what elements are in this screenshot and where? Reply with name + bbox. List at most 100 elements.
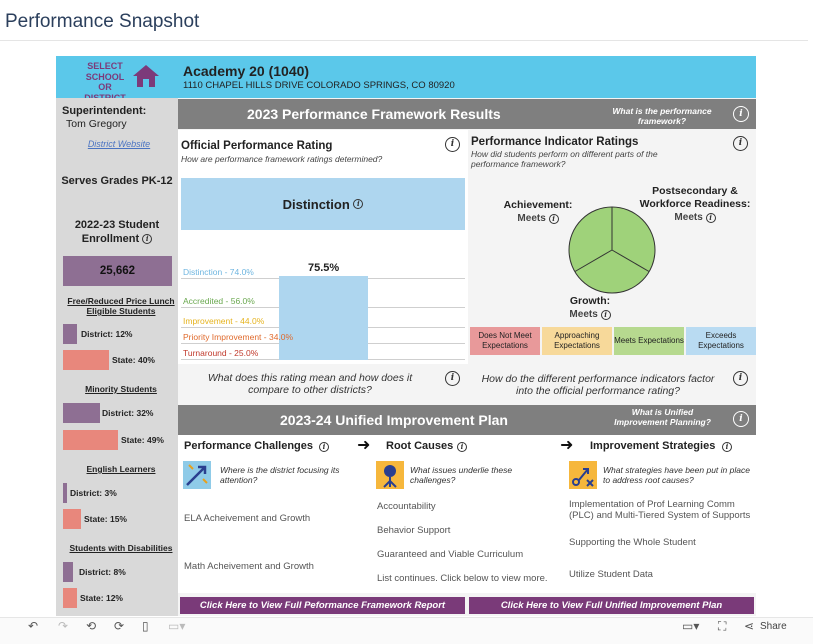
legend-approaching: Approaching Expectations — [542, 327, 612, 355]
rating-question-strip — [178, 364, 468, 402]
root-cause-item: Guaranteed and Viable Curriculum — [377, 549, 524, 560]
minority-state-bar — [63, 430, 118, 450]
superintendent-name: Tom Gregory — [66, 118, 127, 130]
threshold-improvement: Improvement - 44.0% — [183, 316, 265, 326]
info-icon[interactable]: i — [722, 442, 732, 452]
minority-state-label: State: 49% — [121, 435, 164, 445]
superintendent-label: Superintendent: — [62, 105, 147, 117]
root-causes-title: Root Causes — [386, 440, 454, 452]
pie-divider — [574, 249, 613, 272]
enrollment-value: 25,662 — [63, 256, 172, 286]
info-icon[interactable]: i — [548, 214, 559, 224]
swd-district-label: District: 8% — [79, 567, 126, 577]
info-icon[interactable]: i — [445, 371, 460, 386]
share-label[interactable]: Share — [760, 621, 787, 632]
uip-band — [178, 405, 756, 435]
arrow-right-icon: ➜ — [357, 437, 371, 454]
el-title: English Learners — [86, 464, 156, 474]
rating-question[interactable]: What does this rating mean and how does … — [207, 372, 413, 396]
district-website-link[interactable]: District Website — [87, 139, 151, 149]
info-icon[interactable]: i — [733, 106, 749, 122]
strategy-item: Supporting the Whole Student — [569, 537, 696, 548]
fullscreen-icon[interactable]: ⛶ — [718, 619, 727, 633]
threshold-priority: Priority Improvement - 34.0% — [183, 332, 294, 342]
indicator-question[interactable]: How do the different performance indicat… — [481, 373, 715, 397]
challenges-question: Where is the district focusing its atten… — [220, 465, 340, 485]
root-cause-item: Behavior Support — [377, 525, 451, 536]
el-district-bar — [63, 483, 67, 503]
root-cause-item: Accountability — [377, 501, 436, 512]
home-icon[interactable] — [132, 64, 160, 88]
indicator-subtitle: How did students perform on different pa… — [471, 149, 658, 169]
redo-icon[interactable]: ↷ — [58, 619, 69, 633]
device-icon[interactable]: ▭▾ — [682, 619, 700, 633]
threshold-distinction: Distinction - 74.0% — [183, 267, 254, 277]
info-icon[interactable]: i — [142, 234, 153, 245]
challenge-item: ELA Acheivement and Growth — [184, 513, 311, 524]
el-district-label: District: 3% — [70, 488, 117, 498]
district-header — [56, 56, 756, 98]
target-icon — [183, 461, 211, 489]
info-icon[interactable]: i — [445, 137, 460, 152]
select-school-label[interactable]: SELECT SCHOOL OR DISTRICT — [84, 61, 126, 103]
frl-state-label: State: 40% — [112, 355, 155, 365]
info-icon[interactable]: i — [733, 136, 748, 151]
info-icon[interactable]: i — [457, 442, 467, 452]
postsecondary-label: Postsecondary & Workforce Readiness: — [639, 185, 751, 210]
swd-title: Students with Disabilities — [69, 543, 173, 553]
undo-icon[interactable]: ↶ — [28, 619, 39, 633]
official-rating-title: Official Performance Rating — [181, 140, 333, 152]
info-icon[interactable]: i — [319, 442, 329, 452]
framework-report-button[interactable]: Click Here to View Full Peformance Frame… — [180, 597, 465, 614]
frl-state-bar — [63, 350, 109, 370]
swd-state-bar — [63, 588, 77, 608]
score-label: 75.5% — [308, 262, 340, 274]
toolbar — [0, 617, 813, 644]
info-icon[interactable]: i — [733, 411, 749, 427]
root-cause-more: List continues. Click below to view more… — [377, 573, 548, 584]
uip-report-button[interactable]: Click Here to View Full Unified Improvem… — [469, 597, 754, 614]
info-icon[interactable]: i — [705, 213, 716, 223]
info-icon[interactable]: i — [600, 310, 611, 320]
growth-label: Growth: — [569, 295, 611, 307]
revert-icon[interactable]: ⟲ — [86, 619, 97, 633]
highlight-icon[interactable]: ▭▾ — [168, 619, 186, 633]
frl-district-label: District: 12% — [81, 329, 133, 339]
info-icon[interactable]: i — [733, 371, 748, 386]
legend-does-not-meet: Does Not Meet Expectations — [470, 327, 540, 355]
district-name: Academy 20 (1040) — [183, 63, 310, 79]
frl-district-bar — [63, 324, 77, 344]
framework-question[interactable]: What is the performance framework? — [612, 106, 712, 126]
swd-state-label: State: 12% — [80, 593, 123, 603]
indicator-title: Performance Indicator Ratings — [471, 136, 639, 148]
swd-district-bar — [63, 562, 73, 582]
framework-band-title: 2023 Performance Framework Results — [247, 106, 501, 122]
growth-indicator: Growth: Meets i — [558, 295, 622, 321]
achievement-value: Meets — [517, 213, 546, 224]
pause-icon[interactable]: ▯ — [142, 619, 149, 633]
uip-content — [178, 435, 756, 593]
roots-icon — [376, 461, 404, 489]
el-state-label: State: 15% — [84, 514, 127, 524]
enrollment-label-text: 2022-23 Student Enrollment — [74, 219, 160, 245]
indicator-pie — [568, 206, 656, 294]
info-icon[interactable]: i — [353, 199, 364, 209]
strategy-item: Utilize Student Data — [569, 569, 653, 580]
score-bar — [279, 276, 368, 360]
enrollment-label: 2022-23 Student Enrollment i — [56, 218, 178, 246]
achievement-indicator: Achievement: Meets i — [498, 199, 578, 225]
challenges-title: Performance Challenges — [184, 440, 313, 452]
refresh-icon[interactable]: ⟳ — [114, 619, 125, 633]
postsecondary-value: Meets — [674, 212, 703, 223]
share-icon[interactable]: ⋖ — [744, 619, 755, 633]
page-title: Performance Snapshot — [5, 11, 200, 32]
legend-exceeds: Exceeds Expectations — [686, 327, 756, 355]
challenge-item: Math Acheivement and Growth — [184, 561, 314, 572]
district-address: 1110 CHAPEL HILLS DRIVE COLORADO SPRINGS… — [183, 80, 455, 91]
uip-question[interactable]: What is Unified Improvement Planning? — [614, 407, 711, 427]
minority-title: Minority Students — [85, 384, 157, 394]
frl-title: Free/Reduced Price Lunch Eligible Studen… — [67, 296, 175, 316]
el-state-bar — [63, 509, 81, 529]
official-rating-subtitle: How are performance framework ratings de… — [181, 154, 383, 164]
growth-value: Meets — [569, 309, 598, 320]
